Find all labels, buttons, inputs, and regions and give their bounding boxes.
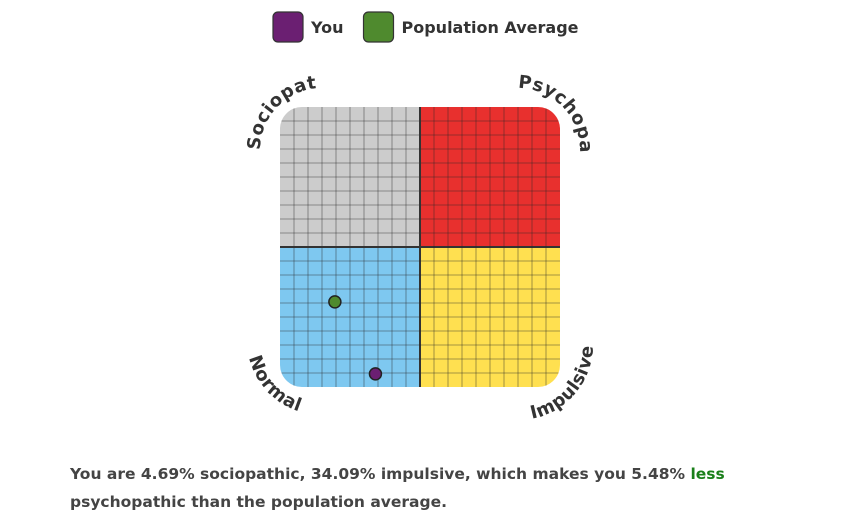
quadrant-label: Sociopath <box>0 0 318 151</box>
chart: SociopathPsychopathNormalImpulsive YouPo… <box>0 0 598 424</box>
quadrant-grid <box>280 107 560 387</box>
legend-label: Population Average <box>402 18 579 37</box>
legend: You Population Average <box>272 11 579 43</box>
legend-label: You <box>310 18 344 37</box>
summary-highlight: less <box>690 465 725 483</box>
summary: You are 4.69% sociopathic, 34.09% impuls… <box>70 460 770 516</box>
summary-end: psychopathic than the population average… <box>70 493 448 511</box>
quadrant-label-path: Sociopath <box>0 0 317 151</box>
legend-swatch <box>272 11 304 43</box>
point <box>368 367 383 381</box>
summary-text: You are 4.69% sociopathic, 34.09% impuls… <box>70 465 691 483</box>
points <box>328 295 383 381</box>
point <box>328 295 342 309</box>
legend-swatch <box>362 11 395 43</box>
